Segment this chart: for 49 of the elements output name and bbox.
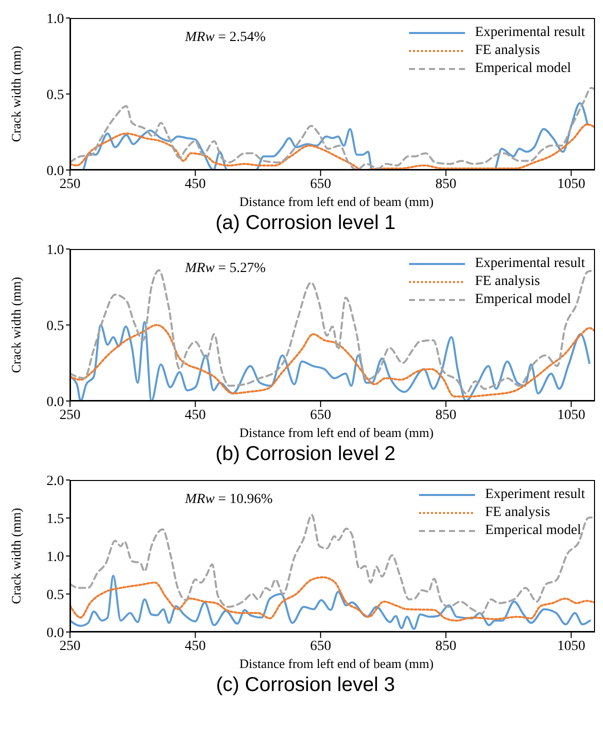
x-tick-label: 450: [184, 408, 206, 423]
x-tick-label: 650: [310, 408, 332, 423]
annotation: MRw = 5.27%: [185, 261, 266, 276]
text: (a) Corrosion level 1: [214, 212, 397, 235]
legend-label: Experimental result: [474, 25, 585, 41]
x-tick-label: 650: [310, 176, 332, 192]
x-tick-label: 450: [184, 176, 206, 192]
annotation: MRw = 2.54%: [185, 30, 266, 45]
y-tick-label: 2.0: [46, 474, 64, 489]
legend-label: FE analysis: [474, 43, 540, 59]
legend-label: Emperical model: [474, 61, 571, 77]
y-axis-title: Crack width (mm): [8, 276, 24, 374]
x-tick-label: 450: [184, 638, 206, 654]
text: (b) Corrosion level 2: [214, 443, 397, 466]
x-axis-title: Distance from left end of beam (mm): [239, 425, 434, 441]
x-axis-title: Distance from left end of beam (mm): [239, 656, 434, 672]
x-tick-label: 1050: [557, 638, 586, 654]
line-series: [70, 576, 595, 622]
y-tick-label: 1.0: [46, 242, 64, 258]
legend-label: FE analysis: [474, 274, 540, 290]
y-tick-label: 0.5: [46, 588, 64, 603]
legend-label: Emperical model: [485, 523, 582, 539]
y-axis-title: Crack width (mm): [8, 46, 24, 142]
x-tick-label: 1050: [557, 408, 586, 423]
x-tick-label: 250: [60, 638, 80, 654]
x-tick-label: 1050: [557, 176, 586, 192]
y-tick-label: 0.0: [46, 164, 64, 179]
text: (c) Corrosion level 3: [215, 674, 396, 697]
y-tick-label: 1.0: [46, 550, 64, 565]
x-tick-label: 850: [435, 176, 456, 192]
legend-label: Experiment result: [485, 487, 585, 503]
y-tick-label: 0.5: [46, 318, 64, 334]
y-tick-label: 1.5: [46, 512, 64, 527]
y-axis-title: Crack width (mm): [8, 508, 24, 604]
legend-label: Experimental result: [474, 256, 585, 272]
line-series: [70, 574, 591, 630]
x-tick-label: 250: [60, 176, 80, 192]
legend-label: FE analysis: [485, 505, 550, 521]
annotation: MRw = 10.96%: [185, 492, 273, 507]
y-tick-label: 0.0: [46, 626, 64, 641]
x-tick-label: 850: [435, 638, 456, 654]
y-tick-label: 1.0: [46, 12, 64, 27]
y-tick-label: 0.5: [46, 88, 64, 103]
legend-label: Emperical model: [474, 292, 571, 308]
x-axis-title: Distance from left end of beam (mm): [239, 194, 434, 210]
x-tick-label: 850: [435, 408, 456, 423]
x-tick-label: 650: [310, 638, 332, 654]
y-tick-label: 0.0: [46, 394, 64, 410]
x-tick-label: 250: [60, 408, 80, 423]
